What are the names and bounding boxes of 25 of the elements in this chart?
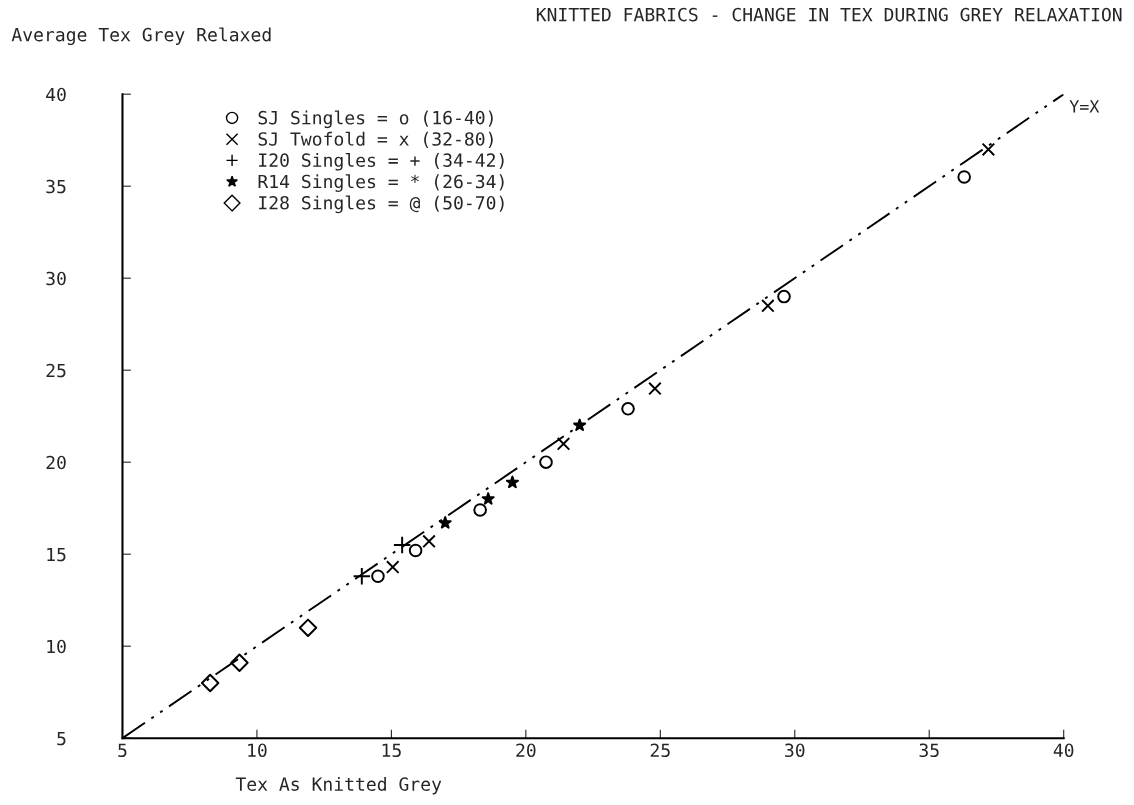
y-tick-label: 25 (46, 363, 66, 378)
y-tick-label: 10 (47, 639, 66, 654)
x-tick-label: 30 (785, 743, 805, 758)
x-tick-label: 20 (516, 743, 536, 758)
x-tick-label: 10 (248, 743, 267, 758)
y-tick-label: 5 (57, 731, 66, 746)
x-tick-label: 35 (919, 743, 939, 758)
legend-label: I28 Singles = @ (50-70) (259, 195, 504, 214)
x-axis-title: Tex As Knitted Grey (235, 776, 442, 795)
y-tick-label: 15 (47, 547, 66, 562)
chart-title: KNITTED FABRICS - CHANGE IN TEX DURING GREY RELAXATION (536, 7, 1122, 22)
legend-label: R14 Singles = * (26-34) (258, 174, 504, 192)
y-tick-label: 35 (46, 179, 66, 194)
y-tick-label: 40 (46, 87, 66, 102)
x-tick-label: 25 (650, 743, 670, 758)
x-tick-label: 15 (382, 743, 401, 758)
y-axis-title: Average Tex Grey Relaxed (11, 27, 271, 46)
x-tick-label: 5 (118, 743, 127, 758)
y-tick-label: 20 (46, 455, 66, 470)
x-tick-label: 40 (1053, 743, 1074, 758)
legend-label: SJ Twofold = x (32-80) (258, 131, 493, 148)
legend-label: SJ Singles = o (16-40) (258, 110, 493, 129)
legend-label: I20 Singles = + (34-42) (259, 152, 504, 171)
series-label: Y=X (1069, 100, 1100, 113)
y-tick-label: 30 (46, 271, 66, 286)
